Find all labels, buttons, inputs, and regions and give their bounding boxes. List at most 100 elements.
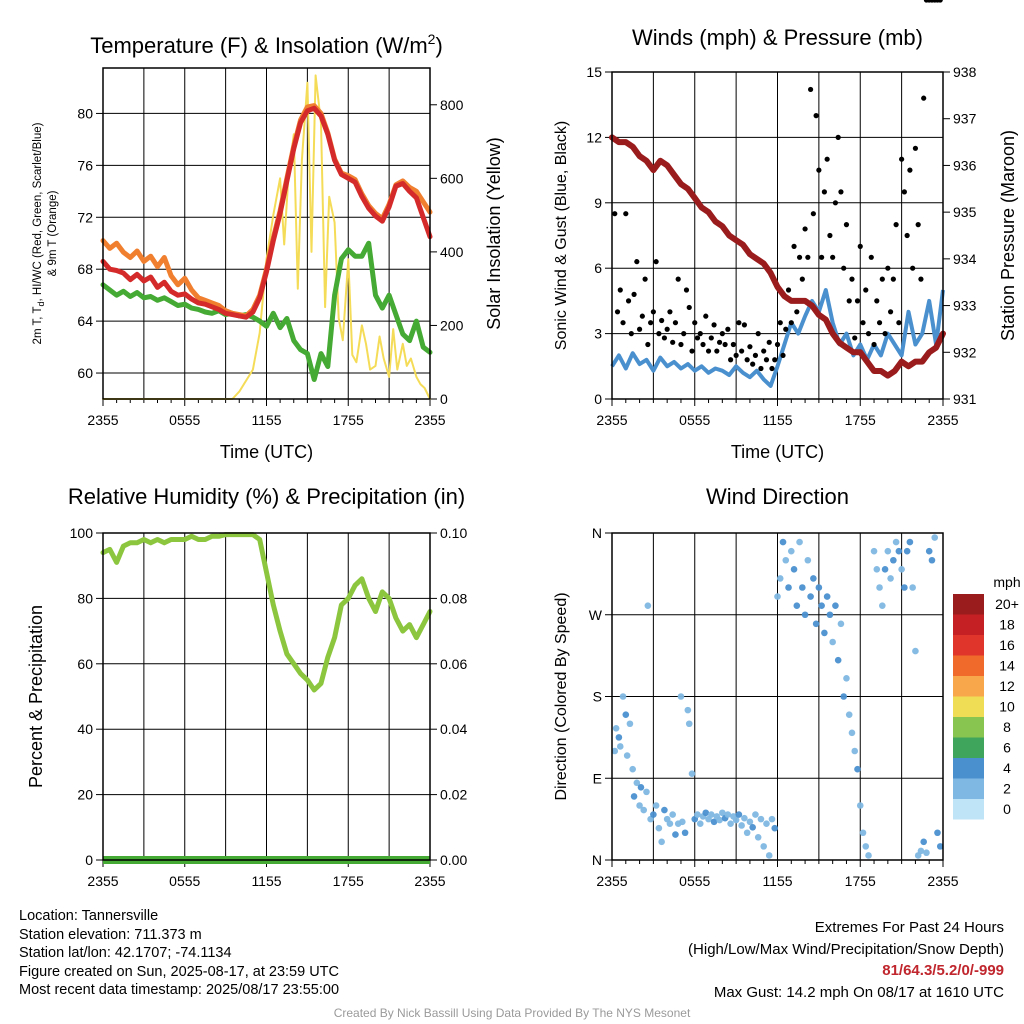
y2-tick-label: 0.10 <box>440 525 467 541</box>
direction-point <box>859 829 867 837</box>
gust-point <box>796 254 803 260</box>
gust-point <box>631 291 637 297</box>
direction-point <box>622 711 630 718</box>
gust-point <box>692 320 698 326</box>
gust-point <box>703 313 709 319</box>
y2-tick-label: 932 <box>953 344 977 360</box>
gust-point <box>915 222 921 228</box>
extremes-subheading: (High/Low/Max Wind/Precipitation/Snow De… <box>688 940 1004 958</box>
direction-point <box>917 847 925 855</box>
station-info: Location: Tannersville Station elevation… <box>19 907 339 1000</box>
y2-tick-label: 936 <box>953 157 977 173</box>
direction-point <box>746 818 754 826</box>
gust-point <box>659 317 665 324</box>
credit-text: Created By Nick Bassill Using Data Provi… <box>333 1006 691 1020</box>
gust-point <box>639 313 645 319</box>
plot-border <box>611 532 944 861</box>
direction-point <box>741 814 748 822</box>
gust-point <box>650 309 656 315</box>
direction-point <box>787 547 795 555</box>
gust-point <box>907 167 913 173</box>
direction-point <box>652 802 660 809</box>
x-tick-label: 0555 <box>169 873 200 889</box>
gust-point <box>722 341 728 348</box>
gust-point <box>893 222 899 228</box>
gust-point <box>758 365 764 372</box>
gust-point <box>805 254 811 260</box>
plot-border <box>611 71 944 400</box>
direction-point <box>826 611 834 619</box>
y-tick-label: 9 <box>594 195 602 211</box>
gust-point <box>623 211 629 217</box>
direction-point <box>696 820 704 827</box>
gust-point <box>777 320 783 326</box>
gust-point <box>827 232 833 239</box>
direction-point <box>743 829 751 837</box>
y-tick-label: 60 <box>77 365 93 381</box>
gust-point <box>899 156 905 162</box>
y-axis-label: Percent & Precipitation <box>26 605 46 788</box>
chart-panel-2: 2355 0555 1155 1755 2355 0 3 6 9 12 15 931 932 933 934… <box>553 0 1018 462</box>
gust-point <box>733 352 739 358</box>
direction-point <box>650 811 657 818</box>
direction-point <box>793 602 801 609</box>
direction-point <box>774 593 781 600</box>
gust-point <box>678 341 684 348</box>
legend-swatch <box>953 799 984 820</box>
direction-point <box>672 831 679 838</box>
direction-point <box>903 547 911 555</box>
direction-point <box>837 620 845 628</box>
direction-point <box>619 693 627 700</box>
y-tick-label: 64 <box>77 313 93 329</box>
gust-point <box>821 189 827 195</box>
direction-point <box>694 811 701 818</box>
gust-point <box>689 348 695 354</box>
x-tick-label: 1155 <box>251 873 281 889</box>
gust-point <box>634 259 640 265</box>
direction-point <box>643 788 650 796</box>
gust-point <box>780 352 786 358</box>
legend-label: 20+ <box>995 596 1019 612</box>
direction-point <box>801 611 809 619</box>
gust-point <box>843 222 850 228</box>
y2-tick-label: 400 <box>440 244 464 260</box>
gust-point <box>857 243 863 249</box>
y2-tick-label: 0.04 <box>440 721 467 737</box>
legend-swatch <box>953 696 984 717</box>
created-text: Figure created on Sun, 2025-08-17, at 23… <box>19 963 339 980</box>
gust-point <box>772 357 778 363</box>
direction-point <box>684 706 692 714</box>
x-tick-label: 2355 <box>927 412 958 428</box>
location-text: Location: Tannersville <box>19 908 159 924</box>
gust-point <box>716 339 723 345</box>
direction-point <box>752 811 759 818</box>
gust-point <box>802 226 808 232</box>
gust-point <box>921 95 927 101</box>
direction-points <box>611 534 944 859</box>
legend-label: 12 <box>999 678 1015 694</box>
direction-point <box>719 809 726 817</box>
direction-point <box>876 584 883 591</box>
gust-point <box>887 309 894 315</box>
y-tick-label: 0 <box>85 852 93 868</box>
gust-point <box>747 344 753 350</box>
x-tick-label: 2355 <box>927 873 958 889</box>
y2-axis-label: Solar Insolation (Yellow) <box>484 137 504 329</box>
direction-point <box>890 556 897 564</box>
legend-swatch <box>953 778 984 799</box>
x-tick-label: 0555 <box>679 873 710 889</box>
latlon-text: Station lat/lon: 42.1707; -74.1134 <box>19 945 232 961</box>
gust-point <box>711 322 717 328</box>
extremes-heading: Extremes For Past 24 Hours <box>814 919 1004 936</box>
y-tick-label: 12 <box>586 129 602 145</box>
gust-point <box>612 211 618 217</box>
y-tick-label: 76 <box>77 157 93 173</box>
gust-point <box>838 189 844 195</box>
direction-point <box>776 575 784 582</box>
legend-title: mph <box>993 574 1020 590</box>
gust-point <box>830 254 836 260</box>
chart-panel-3: 2355 0555 1155 1755 2355 0 20 40 60 80 100 0.00 0.02… <box>26 484 467 889</box>
recent-data-text: Most recent data timestamp: 2025/08/17 2… <box>19 982 340 998</box>
y-tick-label: 20 <box>77 787 93 803</box>
y-axis-label: Sonic Wind & Gust (Blue, Black) <box>553 121 570 350</box>
